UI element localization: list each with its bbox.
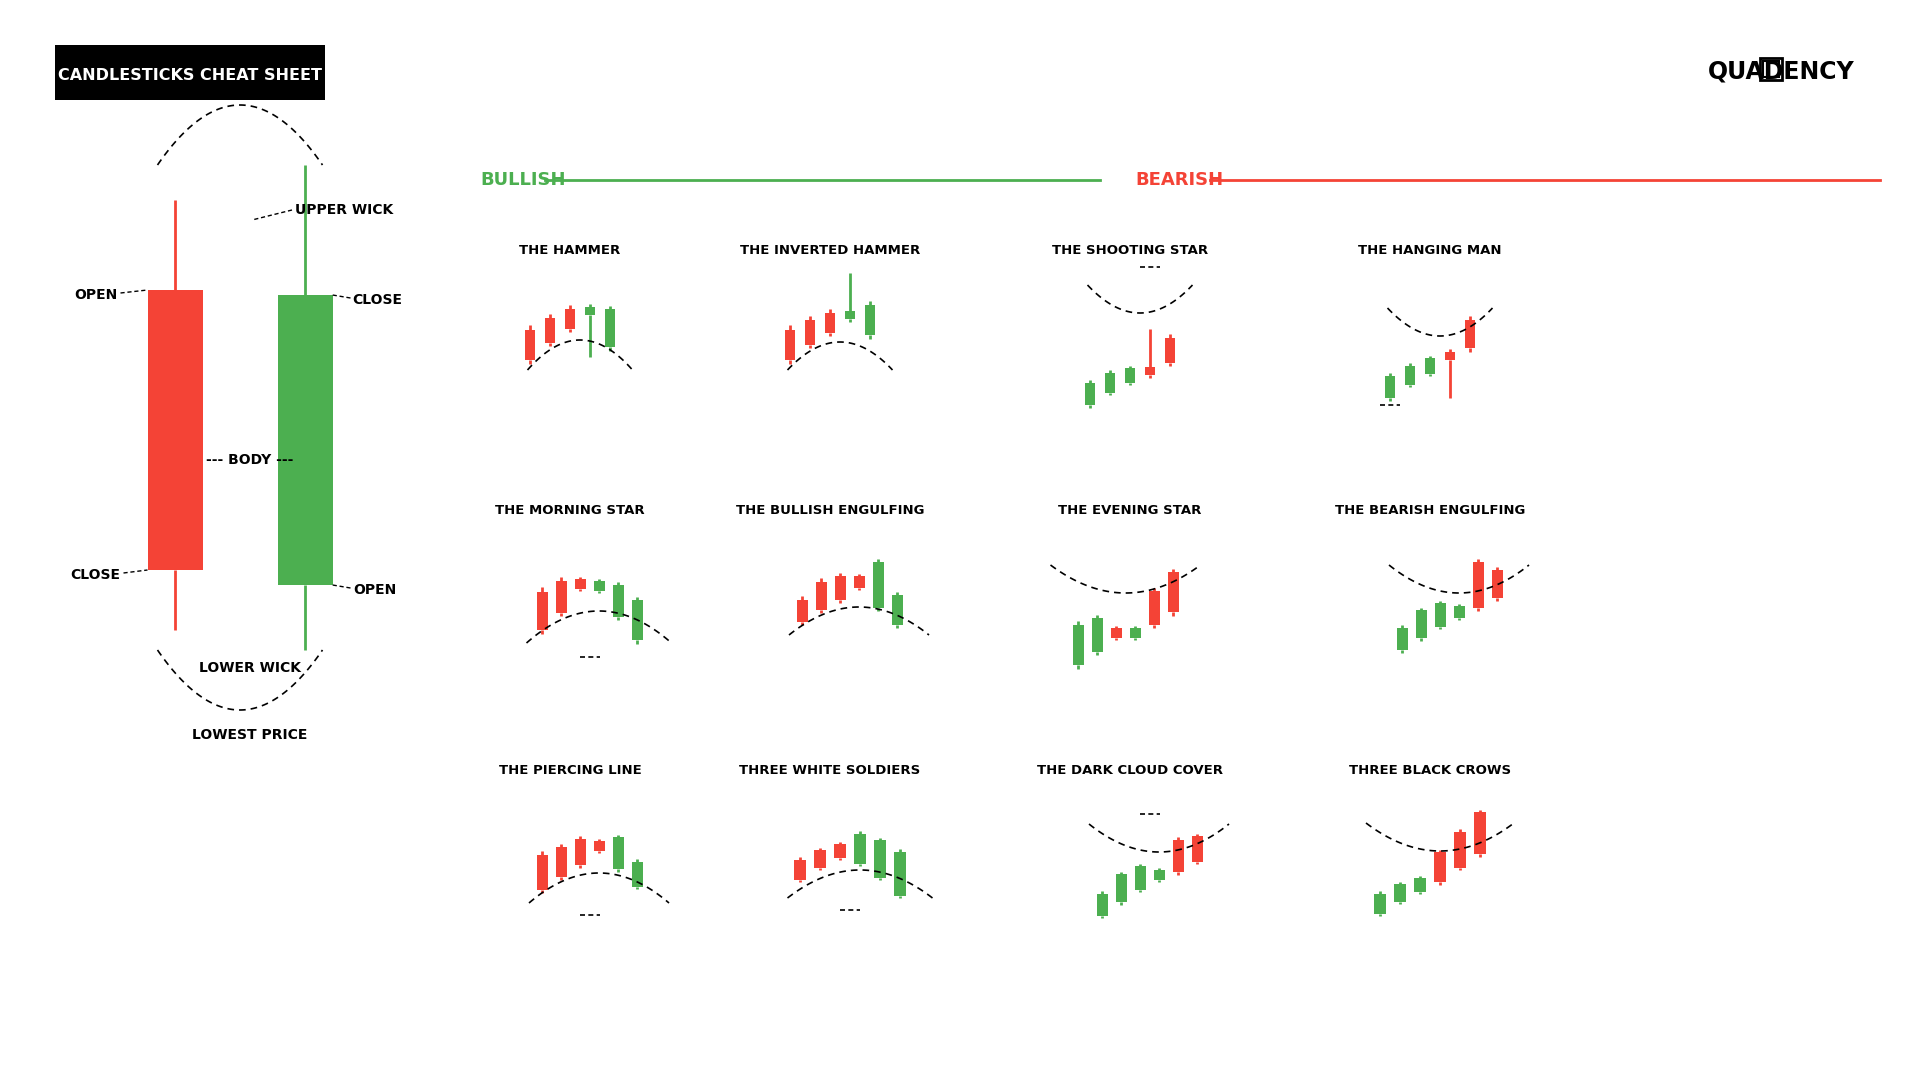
- Bar: [895, 852, 906, 896]
- Bar: [1116, 874, 1127, 902]
- Text: CANDLESTICKS CHEAT SHEET: CANDLESTICKS CHEAT SHEET: [58, 67, 323, 82]
- Bar: [1073, 625, 1083, 665]
- Text: LOWER WICK: LOWER WICK: [200, 661, 301, 675]
- Bar: [612, 585, 624, 617]
- Text: HIGHEST PRICE: HIGHEST PRICE: [190, 83, 309, 97]
- Bar: [1106, 373, 1116, 393]
- Bar: [632, 600, 643, 640]
- Text: THREE BLACK CROWS: THREE BLACK CROWS: [1350, 764, 1511, 777]
- Bar: [1396, 627, 1407, 650]
- Bar: [555, 581, 566, 613]
- Text: THE BULLISH ENGULFING: THE BULLISH ENGULFING: [735, 503, 924, 516]
- Bar: [874, 840, 885, 878]
- Text: BEARISH: BEARISH: [1135, 171, 1223, 189]
- Bar: [1475, 812, 1486, 854]
- Bar: [564, 309, 574, 329]
- Bar: [1763, 60, 1780, 77]
- Bar: [1394, 885, 1405, 902]
- Text: UPPER WICK: UPPER WICK: [296, 203, 394, 217]
- Bar: [1375, 894, 1386, 914]
- Bar: [1091, 618, 1102, 652]
- Text: THE BEARISH ENGULFING: THE BEARISH ENGULFING: [1334, 503, 1524, 516]
- Text: THE EVENING STAR: THE EVENING STAR: [1058, 503, 1202, 516]
- Bar: [1096, 894, 1108, 916]
- Bar: [1154, 870, 1165, 880]
- Bar: [866, 305, 876, 335]
- Bar: [555, 847, 566, 877]
- Bar: [605, 309, 614, 347]
- Text: THE DARK CLOUD COVER: THE DARK CLOUD COVER: [1037, 764, 1223, 777]
- Bar: [536, 855, 547, 890]
- Bar: [574, 579, 586, 589]
- Bar: [1144, 367, 1156, 375]
- Bar: [816, 582, 826, 610]
- Bar: [1148, 591, 1160, 625]
- Bar: [1453, 606, 1465, 618]
- Bar: [1125, 368, 1135, 383]
- Text: OPEN: OPEN: [353, 583, 396, 597]
- Bar: [536, 592, 547, 630]
- Text: CLOSE: CLOSE: [71, 568, 121, 582]
- Bar: [1465, 320, 1475, 348]
- Bar: [1384, 376, 1396, 399]
- Text: THE SHOOTING STAR: THE SHOOTING STAR: [1052, 243, 1208, 256]
- Bar: [1453, 832, 1467, 868]
- Bar: [278, 295, 332, 585]
- Bar: [148, 291, 202, 570]
- Bar: [1129, 627, 1140, 638]
- Bar: [1446, 352, 1455, 360]
- Bar: [593, 841, 605, 851]
- Bar: [1434, 603, 1446, 627]
- Bar: [1434, 852, 1446, 882]
- Bar: [56, 45, 324, 100]
- Bar: [1761, 58, 1782, 80]
- Bar: [1473, 562, 1484, 608]
- Bar: [891, 595, 902, 625]
- Text: LOWEST PRICE: LOWEST PRICE: [192, 728, 307, 742]
- Bar: [1110, 627, 1121, 638]
- Text: THE INVERTED HAMMER: THE INVERTED HAMMER: [739, 243, 920, 256]
- Bar: [785, 330, 795, 360]
- Bar: [1405, 366, 1415, 384]
- Text: THE HAMMER: THE HAMMER: [520, 243, 620, 256]
- Text: BULLISH: BULLISH: [480, 171, 566, 189]
- Text: CLOSE: CLOSE: [353, 293, 403, 307]
- Text: OPEN: OPEN: [73, 288, 117, 302]
- Bar: [586, 307, 595, 315]
- Text: THE HANGING MAN: THE HANGING MAN: [1357, 243, 1501, 256]
- Bar: [593, 581, 605, 591]
- Bar: [814, 850, 826, 868]
- Bar: [1492, 570, 1503, 598]
- Bar: [1085, 383, 1094, 405]
- Bar: [545, 318, 555, 343]
- Bar: [632, 862, 643, 887]
- Bar: [826, 313, 835, 333]
- Bar: [574, 839, 586, 865]
- Bar: [612, 837, 624, 869]
- Bar: [845, 311, 854, 319]
- Bar: [835, 576, 845, 600]
- Bar: [1413, 878, 1427, 892]
- Bar: [854, 576, 864, 588]
- Text: QUADENCY: QUADENCY: [1709, 60, 1855, 84]
- Bar: [1167, 572, 1179, 612]
- Bar: [524, 330, 536, 360]
- Bar: [854, 834, 866, 864]
- Text: THE MORNING STAR: THE MORNING STAR: [495, 503, 645, 516]
- Bar: [1135, 866, 1146, 890]
- Bar: [1425, 357, 1434, 374]
- Bar: [804, 320, 814, 345]
- Bar: [1415, 610, 1427, 638]
- Bar: [1173, 840, 1183, 872]
- Bar: [1165, 338, 1175, 363]
- Text: THE PIERCING LINE: THE PIERCING LINE: [499, 764, 641, 777]
- Bar: [797, 600, 808, 622]
- Text: --- BODY ---: --- BODY ---: [205, 453, 294, 467]
- Bar: [1192, 836, 1202, 862]
- Bar: [833, 843, 847, 858]
- Bar: [872, 562, 883, 608]
- Bar: [795, 860, 806, 880]
- Text: THREE WHITE SOLDIERS: THREE WHITE SOLDIERS: [739, 764, 920, 777]
